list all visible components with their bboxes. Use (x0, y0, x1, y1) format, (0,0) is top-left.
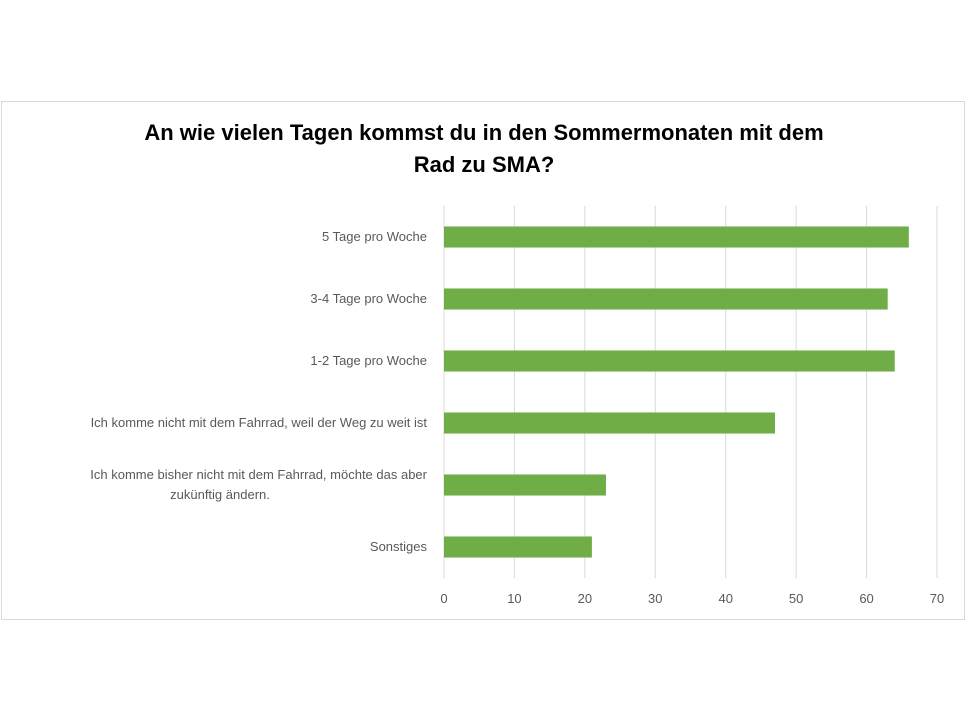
category-label: 5 Tage pro Woche (322, 229, 427, 244)
bar (444, 226, 909, 248)
x-tick-label: 20 (578, 591, 592, 606)
category-label-line: 1-2 Tage pro Woche (310, 353, 427, 368)
bar (444, 412, 776, 434)
category-label: Ich komme bisher nicht mit dem Fahrrad, … (90, 467, 427, 502)
category-label-line: Sonstiges (370, 539, 428, 554)
x-tick-label: 10 (507, 591, 521, 606)
category-label-line: 3-4 Tage pro Woche (310, 291, 427, 306)
category-label-line: Ich komme bisher nicht mit dem Fahrrad, … (90, 467, 427, 482)
category-label: 1-2 Tage pro Woche (310, 353, 427, 368)
x-tick-label: 30 (648, 591, 662, 606)
chart-title-line-2: Rad zu SMA? (413, 152, 555, 177)
category-label: Sonstiges (370, 539, 428, 554)
category-label-line: 5 Tage pro Woche (322, 229, 427, 244)
bar (444, 350, 895, 372)
chart-title-line-1: An wie vielen Tagen kommst du in den Som… (144, 120, 824, 145)
x-tick-label: 40 (718, 591, 732, 606)
x-tick-label: 60 (859, 591, 873, 606)
x-tick-label: 70 (930, 591, 944, 606)
bar (444, 536, 592, 558)
category-label-line: Ich komme nicht mit dem Fahrrad, weil de… (91, 415, 428, 430)
bar (444, 474, 606, 496)
category-label: 3-4 Tage pro Woche (310, 291, 427, 306)
x-tick-label: 50 (789, 591, 803, 606)
x-tick-label: 0 (440, 591, 447, 606)
chart-title: An wie vielen Tagen kommst du in den Som… (0, 117, 968, 181)
bar (444, 288, 888, 310)
category-label: Ich komme nicht mit dem Fahrrad, weil de… (91, 415, 428, 430)
category-label-line: zukünftig ändern. (170, 487, 270, 502)
